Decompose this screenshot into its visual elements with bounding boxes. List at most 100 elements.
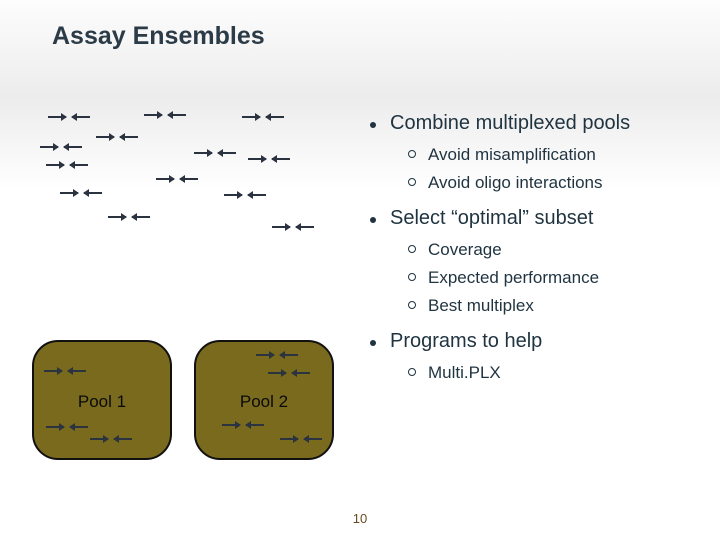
page-number: 10 (353, 511, 367, 526)
pool-label: Pool 1 (34, 392, 170, 412)
top-bullets: Combine multiplexed pools Avoid misampli… (370, 112, 700, 383)
circle-icon (408, 273, 416, 281)
arrow-right-icon (156, 178, 174, 180)
arrow-left-icon (296, 226, 314, 228)
primer-pair-icon (44, 370, 86, 372)
arrow-right-icon (90, 438, 108, 440)
arrow-right-icon (96, 136, 114, 138)
primer-pair-icon (60, 192, 102, 194)
bullet-text: Combine multiplexed pools (390, 112, 630, 135)
arrow-left-icon (70, 164, 88, 166)
circle-icon (408, 178, 416, 186)
bullet-text: Programs to help (390, 330, 542, 353)
arrow-left-icon (68, 370, 86, 372)
bullet-dot-icon (370, 122, 376, 128)
primer-pair-icon (40, 146, 82, 148)
arrow-right-icon (144, 114, 162, 116)
arrow-right-icon (48, 116, 66, 118)
arrow-right-icon (194, 152, 212, 154)
arrow-left-icon (72, 116, 90, 118)
sub-bullets: Avoid misamplification Avoid oligo inter… (408, 145, 700, 193)
primer-pair-icon (46, 164, 88, 166)
sub-bullet-item: Avoid misamplification (408, 145, 700, 165)
circle-icon (408, 150, 416, 158)
primer-pair-icon (272, 226, 314, 228)
arrow-left-icon (84, 192, 102, 194)
sub-bullet-item: Best multiplex (408, 296, 700, 316)
arrow-right-icon (272, 226, 290, 228)
primer-pair-icon (280, 438, 322, 440)
circle-icon (408, 301, 416, 309)
primer-pair-icon (194, 152, 236, 154)
circle-icon (408, 245, 416, 253)
arrow-right-icon (222, 424, 240, 426)
arrow-left-icon (64, 146, 82, 148)
arrow-left-icon (218, 152, 236, 154)
arrow-right-icon (248, 158, 266, 160)
primer-pair-icon (256, 354, 298, 356)
arrow-right-icon (40, 146, 58, 148)
arrow-right-icon (44, 370, 62, 372)
sub-bullet-item: Avoid oligo interactions (408, 173, 700, 193)
arrow-left-icon (292, 372, 310, 374)
pool-1-box: Pool 1 (32, 340, 172, 460)
sub-bullet-text: Multi.PLX (428, 363, 501, 383)
pool-label: Pool 2 (196, 392, 332, 412)
sub-bullet-text: Best multiplex (428, 296, 534, 316)
primer-pair-icon (156, 178, 198, 180)
sub-bullet-text: Avoid oligo interactions (428, 173, 603, 193)
arrow-left-icon (114, 438, 132, 440)
sub-bullet-item: Multi.PLX (408, 363, 700, 383)
arrow-left-icon (168, 114, 186, 116)
arrow-left-icon (266, 116, 284, 118)
arrow-right-icon (60, 192, 78, 194)
arrow-left-icon (248, 194, 266, 196)
sub-bullet-text: Expected performance (428, 268, 599, 288)
sub-bullet-item: Expected performance (408, 268, 700, 288)
arrow-right-icon (242, 116, 260, 118)
primer-pair-icon (108, 216, 150, 218)
arrow-right-icon (256, 354, 274, 356)
primer-pair-icon (46, 426, 88, 428)
sub-bullet-text: Avoid misamplification (428, 145, 596, 165)
bullet-item: Combine multiplexed pools Avoid misampli… (370, 112, 700, 193)
bullet-dot-icon (370, 340, 376, 346)
sub-bullet-item: Coverage (408, 240, 700, 260)
arrow-left-icon (180, 178, 198, 180)
primer-pair-icon (90, 438, 132, 440)
bullet-text: Select “optimal” subset (390, 207, 593, 230)
primer-pair-icon (224, 194, 266, 196)
primer-pair-icon (242, 116, 284, 118)
arrow-right-icon (224, 194, 242, 196)
bullet-item: Programs to help Multi.PLX (370, 330, 700, 383)
arrow-right-icon (280, 438, 298, 440)
slide-title: Assay Ensembles (52, 22, 265, 51)
arrow-right-icon (46, 426, 64, 428)
arrow-right-icon (108, 216, 126, 218)
primer-pair-icon (268, 372, 310, 374)
primer-pair-icon (96, 136, 138, 138)
primer-pair-icon (248, 158, 290, 160)
bullet-dot-icon (370, 217, 376, 223)
arrow-left-icon (120, 136, 138, 138)
arrow-left-icon (304, 438, 322, 440)
primer-pair-icon (144, 114, 186, 116)
arrow-left-icon (132, 216, 150, 218)
arrow-right-icon (46, 164, 64, 166)
arrow-left-icon (246, 424, 264, 426)
bullet-list: Combine multiplexed pools Avoid misampli… (370, 112, 700, 397)
sub-bullets: Coverage Expected performance Best multi… (408, 240, 700, 316)
pool-2-box: Pool 2 (194, 340, 334, 460)
sub-bullet-text: Coverage (428, 240, 502, 260)
arrow-left-icon (272, 158, 290, 160)
primer-pair-icon (222, 424, 264, 426)
primer-pair-scatter (36, 108, 336, 238)
arrow-left-icon (70, 426, 88, 428)
sub-bullets: Multi.PLX (408, 363, 700, 383)
primer-pair-icon (48, 116, 90, 118)
pool-containers: Pool 1 Pool 2 (32, 340, 334, 460)
arrow-right-icon (268, 372, 286, 374)
bullet-item: Select “optimal” subset Coverage Expecte… (370, 207, 700, 316)
arrow-left-icon (280, 354, 298, 356)
circle-icon (408, 368, 416, 376)
